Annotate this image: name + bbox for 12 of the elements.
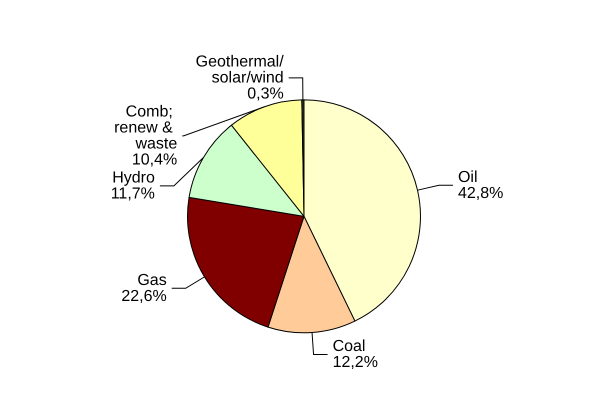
data-label: 42,8%: [458, 184, 504, 202]
slice-label: Geothermal/solar/wind: [196, 53, 284, 86]
data-label: 11,7%: [110, 185, 155, 202]
slice-label: Comb; renew & waste: [114, 103, 178, 152]
slice-label: Hydro: [112, 169, 155, 186]
slice-label: Coal: [332, 338, 366, 355]
data-label: 22,6%: [121, 288, 167, 305]
data-label: 0,3%: [247, 85, 284, 102]
data-label: 10,4%: [132, 151, 178, 168]
data-label: 12,2%: [332, 354, 378, 371]
slice-label: Gas: [137, 272, 167, 289]
slice-label: Oil: [458, 168, 478, 186]
